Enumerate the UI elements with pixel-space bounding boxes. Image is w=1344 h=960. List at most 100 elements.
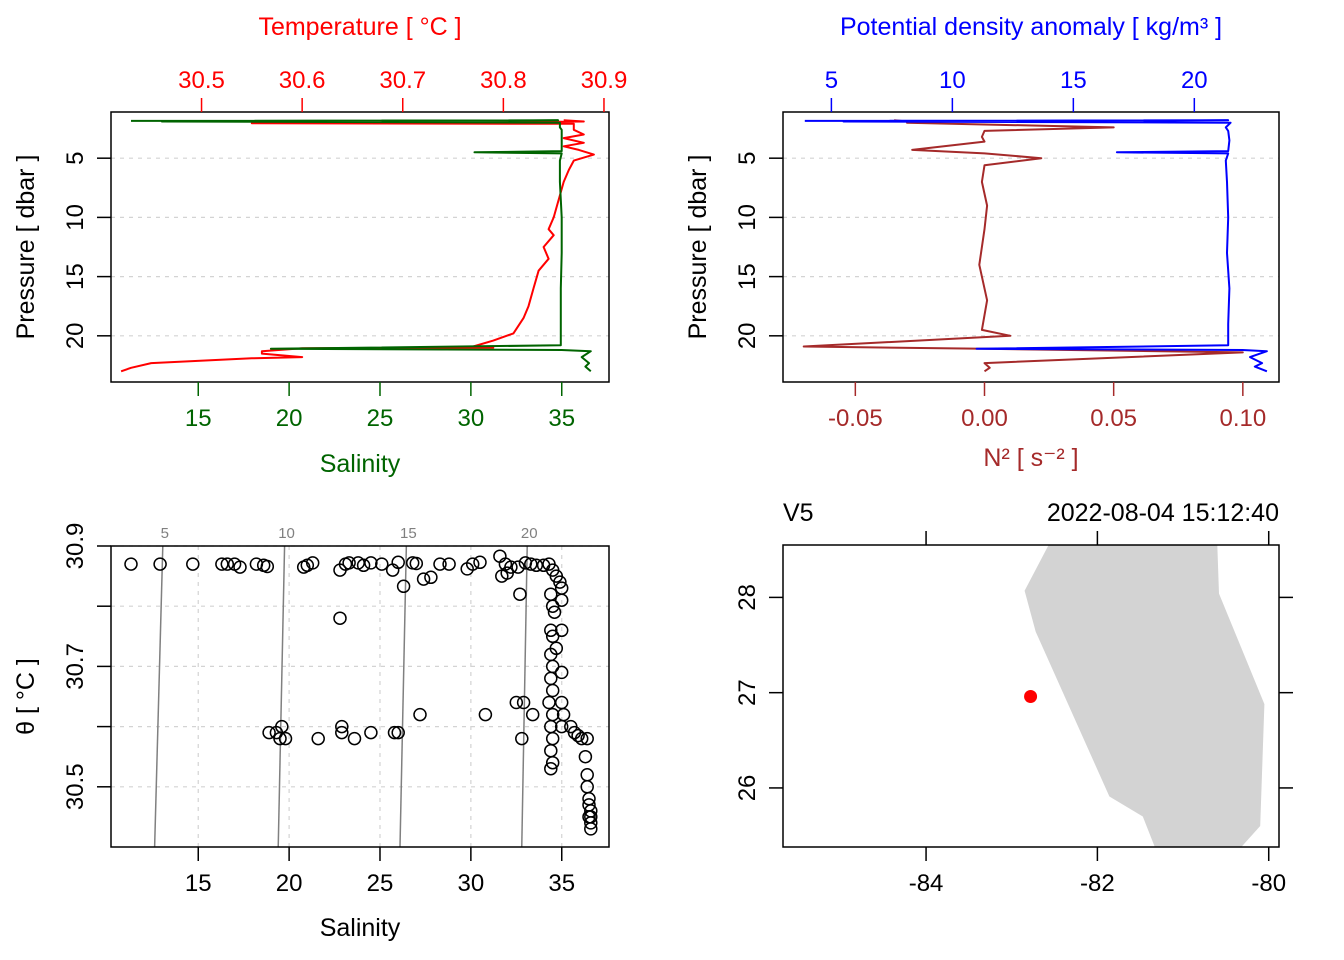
isopycnal-label: 15 — [400, 525, 417, 542]
ts-point — [153, 557, 167, 571]
density-axis-tick-label: 10 — [939, 67, 966, 94]
pressure-axis-tick-label: 5 — [62, 152, 89, 165]
ts-point — [525, 707, 540, 722]
grid — [783, 157, 1279, 337]
ts-point — [375, 557, 389, 571]
pressure-axis-tick-label: 10 — [734, 204, 761, 231]
ts-point — [186, 557, 200, 571]
left-axis-title: Pressure [ dbar ] — [684, 155, 712, 340]
ts-point — [311, 731, 325, 746]
theta-axis-tick-label: 30.9 — [62, 523, 89, 570]
series-layer — [802, 119, 1268, 373]
density-axis-tick-label: 20 — [1181, 67, 1208, 94]
ts-point — [233, 560, 247, 574]
latitude-axis-tick-label: 27 — [734, 679, 761, 706]
ts-point — [544, 761, 558, 776]
ts-point — [262, 725, 276, 740]
pressure-axis-tick-label: 5 — [734, 152, 761, 165]
plot-frame — [110, 545, 610, 848]
panel-density-n2-profile: 5 10 15 20 -0.05 0.00 0.05 0.10 5 10 15 20 Potentia… — [684, 13, 1280, 472]
temperature-axis-tick-label: 30.5 — [178, 67, 225, 94]
ts-point — [580, 731, 594, 746]
pressure-axis-tick-label: 15 — [734, 263, 761, 290]
temperature-axis-tick-label: 30.6 — [279, 67, 326, 94]
ts-point — [342, 556, 356, 570]
temperature-line — [120, 119, 595, 373]
land-polygon — [1024, 545, 1265, 847]
ts-point — [275, 719, 289, 734]
ts-point — [511, 560, 525, 574]
salinity-axis-tick-label: 30 — [458, 405, 485, 432]
ts-point — [574, 731, 589, 746]
salinity-axis-tick-label: 20 — [276, 405, 303, 432]
ts-point — [220, 557, 235, 571]
land-layer — [1024, 545, 1265, 847]
grid — [111, 157, 609, 337]
salinity-axis-tick-label: 35 — [548, 405, 575, 432]
salinity-axis-tick-label: 20 — [276, 870, 303, 897]
temperature-axis-tick-label: 30.8 — [480, 67, 527, 94]
ts-point — [516, 695, 531, 710]
ts-point — [545, 683, 560, 698]
salinity-axis-tick-label: 35 — [548, 870, 575, 897]
station-datetime: 2022-08-04 15:12:40 — [1047, 499, 1279, 527]
ts-point — [364, 725, 378, 740]
left-axis-title: Pressure [ dbar ] — [12, 155, 40, 340]
isopycnal-line — [399, 545, 408, 848]
ts-point — [335, 719, 349, 734]
isopycnal-label: 10 — [278, 525, 295, 542]
ts-point — [124, 557, 138, 571]
top-axis-title: Potential density anomaly [ kg/m³ ] — [840, 13, 1222, 41]
isopycnal-label: 20 — [521, 525, 538, 542]
n2-axis-tick-label: 0.00 — [961, 405, 1008, 432]
n2-axis-tick-label: -0.05 — [828, 405, 883, 432]
ts-point — [545, 755, 560, 770]
ts-point — [478, 707, 493, 722]
ts-point — [396, 579, 411, 594]
salinity-axis-tick-label: 25 — [367, 405, 394, 432]
salinity-axis-tick-label: 30 — [458, 870, 485, 897]
ts-point — [416, 572, 431, 586]
tick-layer: 15 20 25 30 35 30.9 30.7 30.5 — [62, 523, 575, 897]
ts-point — [465, 557, 480, 571]
plot-frame — [782, 111, 1280, 383]
panel-station-map: -84 -82 -80 26 27 28 V5 2022-08-04 15:12:40 — [734, 499, 1293, 897]
ts-point — [500, 566, 514, 580]
ts-point — [580, 768, 594, 782]
ts-point — [554, 593, 569, 607]
ts-point — [578, 749, 593, 764]
isopycnal-line — [277, 545, 286, 848]
ts-point — [278, 731, 293, 746]
salinity-axis-tick-label: 25 — [367, 870, 394, 897]
ts-point — [515, 731, 529, 746]
ts-point — [554, 623, 569, 638]
salinity-axis-tick-label: 15 — [185, 870, 212, 897]
pressure-axis-tick-label: 20 — [734, 322, 761, 349]
grid — [111, 545, 609, 847]
longitude-axis-tick-label: -84 — [909, 870, 944, 897]
plot-frame — [110, 111, 610, 383]
ts-point — [524, 557, 538, 571]
pressure-axis-tick-label: 15 — [62, 263, 89, 290]
latitude-axis-tick-label: 28 — [734, 584, 761, 611]
ts-point — [571, 728, 585, 743]
ts-point — [442, 557, 456, 571]
plot-frame — [782, 544, 1280, 848]
n2-line — [802, 119, 1244, 373]
ts-point — [335, 725, 349, 740]
ts-point — [356, 558, 371, 573]
ts-point — [347, 731, 362, 746]
bottom-axis-title: N² [ s⁻² ] — [983, 444, 1078, 472]
ts-point — [391, 725, 405, 740]
pressure-axis-tick-label: 20 — [62, 322, 89, 349]
left-axis-title: θ [ °C ] — [12, 658, 40, 735]
station-name: V5 — [783, 499, 814, 527]
ts-point — [333, 611, 347, 625]
panel-temperature-salinity-profile: 30.5 30.6 30.7 30.8 30.9 15 20 25 30 35 5 10 15 20 Te… — [12, 13, 627, 478]
ts-point — [387, 725, 402, 740]
ts-point — [413, 707, 427, 722]
longitude-axis-tick-label: -82 — [1080, 870, 1115, 897]
ts-point — [553, 575, 567, 589]
tick-layer: 30.5 30.6 30.7 30.8 30.9 15 20 25 30 35 5 10 15 20 — [62, 67, 627, 432]
